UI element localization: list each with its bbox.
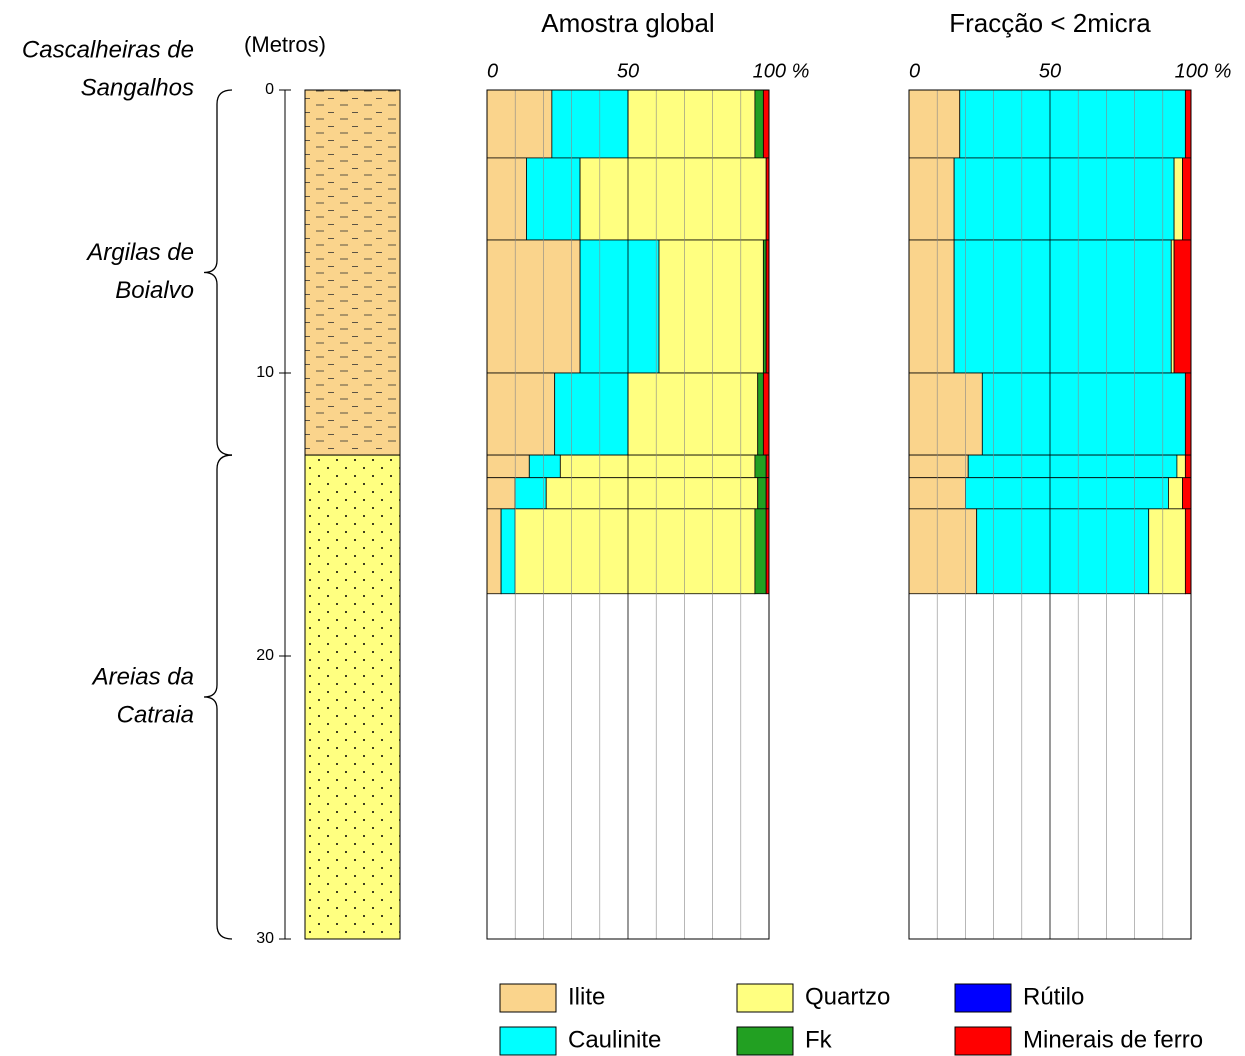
formation-brace [203,89,233,456]
depth-tick-label: 10 [256,364,274,381]
mineral-bar [965,477,1169,510]
x-tick-label: 100 % [1175,60,1232,82]
mineral-bar [1170,239,1175,374]
plot-frame [486,89,770,940]
mineral-bar [908,454,969,479]
plot-frame [908,89,1192,940]
mineral-bar [1148,508,1186,595]
mineral-bar [1173,239,1192,374]
mineral-bar [762,372,770,456]
depth-tick-label: 30 [256,930,274,947]
mineral-bar [754,508,767,595]
mineral-bar [967,454,1178,479]
formation-label: Argilas de [85,239,194,266]
mineral-bar [981,372,1186,456]
mineral-bar [486,477,516,510]
mineral-bar [486,89,553,159]
mineral-bar [757,477,767,510]
mineral-bar [658,239,764,374]
legend-label: Rútilo [1023,983,1084,1010]
mineral-bar [551,89,629,159]
mineral-bar [1176,454,1186,479]
legend-swatch [954,1026,1012,1056]
mineral-bar [627,372,759,456]
chart-title: Amostra global [541,8,714,38]
mineral-bar [1182,157,1192,241]
lithology-unit [304,454,401,940]
legend-swatch [499,1026,557,1056]
mineral-bar [908,508,978,595]
mineral-bar [1184,89,1192,159]
mineral-bar [514,508,756,595]
mineral-bar [757,372,764,456]
mineral-bar [762,89,770,159]
mineral-bar [559,454,756,479]
mineral-bar [953,157,1175,241]
legend-label: Quartzo [805,983,890,1010]
mineral-bar [762,239,767,374]
formation-label: Areias da [91,663,194,690]
mineral-bar [500,508,516,595]
mineral-bar [627,89,756,159]
mineral-bar [754,89,764,159]
mineral-bar [754,454,767,479]
mineral-bar [486,157,527,241]
x-tick-label: 50 [1039,60,1061,82]
x-tick-label: 0 [487,60,498,82]
mineral-bar [1184,508,1192,595]
mineral-bar [486,508,502,595]
x-tick-label: 0 [909,60,920,82]
mineral-bar [908,239,955,374]
mineral-bar [953,239,1172,374]
mineral-bar [908,157,955,241]
formation-label: Boialvo [115,277,194,304]
mineral-bar [528,454,561,479]
mineral-bar [545,477,759,510]
formation-label: Sangalhos [81,74,194,101]
legend-label: Ilite [568,983,605,1010]
depth-axis-label: (Metros) [244,32,326,57]
mineral-bar [486,454,530,479]
mineral-bar [1184,372,1192,456]
mineral-bar [959,89,1186,159]
lithology-unit [304,89,401,456]
formation-label: Catraia [117,701,194,728]
legend-swatch [736,983,794,1013]
depth-tick-label: 0 [265,81,274,98]
formation-label: Cascalheiras de [22,36,194,63]
mineral-bar [579,239,660,374]
formation-brace [203,454,233,940]
mineral-bar [1168,477,1183,510]
legend-label: Minerais de ferro [1023,1026,1203,1053]
mineral-bar [486,239,581,374]
mineral-bar [976,508,1150,595]
legend-swatch [499,983,557,1013]
mineral-bar [526,157,581,241]
mineral-bar [908,89,961,159]
mineral-bar [514,477,547,510]
mineral-bar [554,372,629,456]
x-tick-label: 50 [617,60,639,82]
mineral-bar [1182,477,1192,510]
legend-label: Fk [805,1026,833,1053]
mineral-bar [486,372,556,456]
depth-tick-label: 20 [256,647,274,664]
x-tick-label: 100 % [753,60,810,82]
mineral-bar [1184,454,1192,479]
legend-swatch [954,983,1012,1013]
chart-title: Fracção < 2micra [949,8,1151,38]
mineral-bar [579,157,767,241]
legend-label: Caulinite [568,1026,661,1053]
mineral-bar [1173,157,1183,241]
legend-swatch [736,1026,794,1056]
mineral-bar [908,372,983,456]
